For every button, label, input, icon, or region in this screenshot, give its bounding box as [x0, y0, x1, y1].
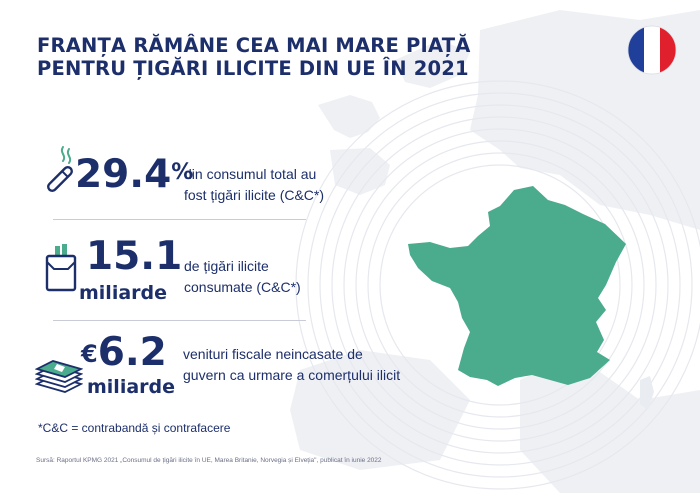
cigarette-icon	[47, 146, 73, 192]
divider-1	[53, 219, 306, 220]
stat-2-desc-line-2: consumate (C&C*)	[184, 279, 301, 295]
stat-lost-revenue: €6.2 miliarde venituri fiscale neincasat…	[35, 330, 455, 410]
france-map-shape	[408, 186, 626, 386]
stat-2-unit: miliarde	[79, 282, 168, 304]
stat-3-desc-line-2: guvern ca urmare a comerțului ilicit	[183, 367, 401, 383]
stat-1-desc-line-2: fost țigări ilicite (C&C*)	[184, 187, 325, 203]
stat-1-value: 29.4	[75, 152, 172, 197]
stat-1-desc-line-1: din consumul total au	[184, 166, 317, 182]
stat-3-currency: €	[81, 340, 98, 368]
corsica-shape	[640, 376, 654, 410]
source-citation: Sursă: Raportul KPMG 2021 „Consumul de ț…	[36, 457, 382, 464]
france-flag-icon	[627, 25, 677, 75]
footnote: *C&C = contrabandă și contrafacere	[38, 421, 231, 435]
radial-rings	[295, 80, 700, 490]
stat-illicit-share: 29.4% din consumul total au fost țigări …	[35, 140, 355, 210]
stat-2-value: 15.1	[86, 234, 183, 279]
title-line-2: PENTRU ȚIGĂRI ILICITE DIN UE ÎN 2021	[37, 57, 469, 80]
stat-2-desc-line-1: de țigări ilicite	[184, 258, 269, 274]
stat-3-value: 6.2	[97, 330, 167, 375]
stat-3-unit: miliarde	[87, 376, 176, 398]
divider-2	[53, 320, 306, 321]
cigarette-pack-icon	[45, 244, 77, 292]
stat-3-desc-line-1: venituri fiscale neincasate de	[183, 346, 363, 362]
stat-illicit-volume: 15.1 miliarde de țigări ilicite consumat…	[35, 232, 355, 312]
stat-1-suffix: %	[171, 160, 194, 185]
title-line-1: FRANȚA RĂMÂNE CEA MAI MARE PIAȚĂ	[37, 34, 471, 57]
page-title: FRANȚA RĂMÂNE CEA MAI MARE PIAȚĂ PENTRU …	[37, 34, 471, 80]
money-stack-icon	[35, 360, 83, 393]
